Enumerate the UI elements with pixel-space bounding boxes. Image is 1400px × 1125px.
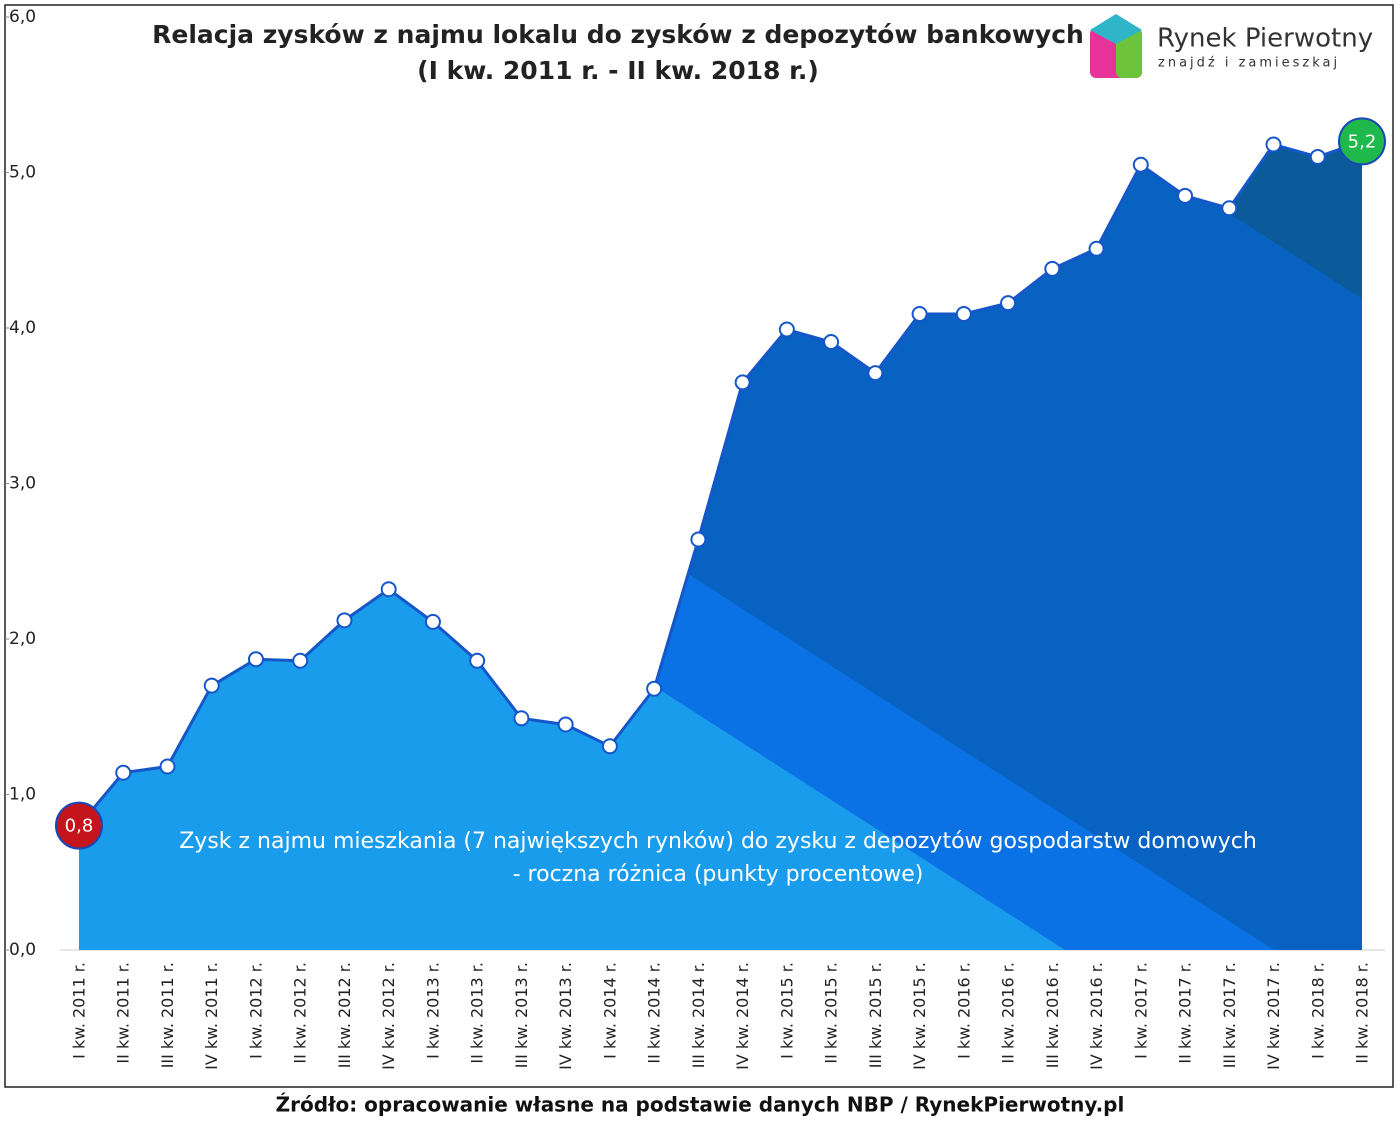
- point: [159, 758, 176, 775]
- point: [469, 652, 486, 669]
- point: [424, 613, 441, 630]
- point: [1177, 187, 1194, 204]
- source: Źródło: opracowanie własne na podstawie …: [276, 1093, 1125, 1117]
- y-tick-label: 4,0: [9, 318, 36, 338]
- point: [1088, 240, 1105, 257]
- annotation: - roczna różnica (punkty procentowe): [513, 862, 924, 887]
- x-tick-label: I kw. 2013 r.: [423, 962, 442, 1059]
- x-tick-label: IV kw. 2016 r.: [1087, 962, 1106, 1070]
- x-tick-label: IV kw. 2011 r.: [202, 962, 221, 1070]
- x-tick-label: I kw. 2016 r.: [954, 962, 973, 1059]
- logo-icon: [1090, 14, 1142, 44]
- y-tick-label: 6,0: [9, 7, 36, 27]
- point: [778, 321, 795, 338]
- point: [823, 333, 840, 350]
- point: [115, 764, 132, 781]
- point: [557, 716, 574, 733]
- point: [336, 612, 353, 629]
- annotation: Zysk z najmu mieszkania (7 największych …: [179, 829, 1257, 854]
- point: [247, 651, 264, 668]
- point: [1044, 260, 1061, 277]
- point: [911, 306, 928, 323]
- y-tick-label: 3,0: [9, 474, 36, 494]
- x-tick-label: I kw. 2017 r.: [1131, 962, 1150, 1059]
- y-tick-label: 0,0: [9, 940, 36, 960]
- x-tick-label: II kw. 2012 r.: [291, 962, 310, 1064]
- x-tick-label: IV kw. 2012 r.: [379, 962, 398, 1070]
- y-tick-label: 1,0: [9, 785, 36, 805]
- value-marker: [1338, 117, 1386, 166]
- point: [601, 738, 618, 755]
- point: [1221, 200, 1238, 217]
- frame: [4, 4, 1394, 1088]
- x-tick-label: III kw. 2012 r.: [335, 962, 354, 1068]
- point: [380, 581, 397, 598]
- logo-name: Rynek Pierwotny: [1157, 24, 1373, 54]
- value-label: 5,2: [1348, 131, 1377, 152]
- x-tick-label: I kw. 2012 r.: [246, 962, 265, 1059]
- x-tick-label: II kw. 2016 r.: [999, 962, 1018, 1064]
- point: [1265, 136, 1282, 153]
- logo-tagline: znajdź i zamieszkaj: [1158, 56, 1340, 71]
- x-tick-label: IV kw. 2014 r.: [733, 962, 752, 1070]
- point: [203, 677, 220, 694]
- point: [646, 680, 663, 697]
- x-tick-label: IV kw. 2015 r.: [910, 962, 929, 1070]
- x-tick-label: III kw. 2015 r.: [866, 962, 885, 1068]
- x-tick-label: IV kw. 2017 r.: [1264, 962, 1283, 1070]
- point: [1000, 295, 1017, 312]
- x-tick-label: I kw. 2014 r.: [600, 962, 619, 1059]
- point: [513, 710, 530, 727]
- point: [1309, 148, 1326, 165]
- x-tick-label: III kw. 2016 r.: [1043, 962, 1062, 1068]
- area: [79, 141, 1362, 950]
- chart-subtitle: (I kw. 2011 r. - II kw. 2018 r.): [417, 56, 819, 85]
- x-tick-label: II kw. 2018 r.: [1353, 962, 1372, 1064]
- value-marker: [55, 801, 103, 850]
- x-tick-label: III kw. 2017 r.: [1220, 962, 1239, 1068]
- x-tick-label: I kw. 2018 r.: [1308, 962, 1327, 1059]
- y-tick-label: 2,0: [9, 629, 36, 649]
- x-tick-label: II kw. 2014 r.: [645, 962, 664, 1064]
- x-tick-label: II kw. 2017 r.: [1176, 962, 1195, 1064]
- x-tick-label: II kw. 2015 r.: [822, 962, 841, 1064]
- point: [867, 365, 884, 382]
- x-tick-label: III kw. 2011 r.: [158, 962, 177, 1068]
- x-tick-label: IV kw. 2013 r.: [556, 962, 575, 1070]
- chart-title: Relacja zysków z najmu lokalu do zysków …: [152, 20, 1084, 49]
- logo: Rynek Pierwotny znajdź i zamieszkaj: [1090, 14, 1373, 78]
- point: [734, 374, 751, 391]
- x-tick-label: II kw. 2011 r.: [114, 962, 133, 1064]
- y-tick-label: 5,0: [9, 163, 36, 183]
- point: [1132, 156, 1149, 173]
- x-tick-label: II kw. 2013 r.: [468, 962, 487, 1064]
- point: [690, 531, 707, 548]
- x-tick-label: I kw. 2015 r.: [777, 962, 796, 1059]
- x-tick-label: III kw. 2013 r.: [512, 962, 531, 1068]
- value-label: 0,8: [65, 816, 94, 837]
- point: [955, 306, 972, 323]
- point: [292, 652, 309, 669]
- x-tick-label: III kw. 2014 r.: [689, 962, 708, 1068]
- x-tick-label: I kw. 2011 r.: [70, 962, 89, 1059]
